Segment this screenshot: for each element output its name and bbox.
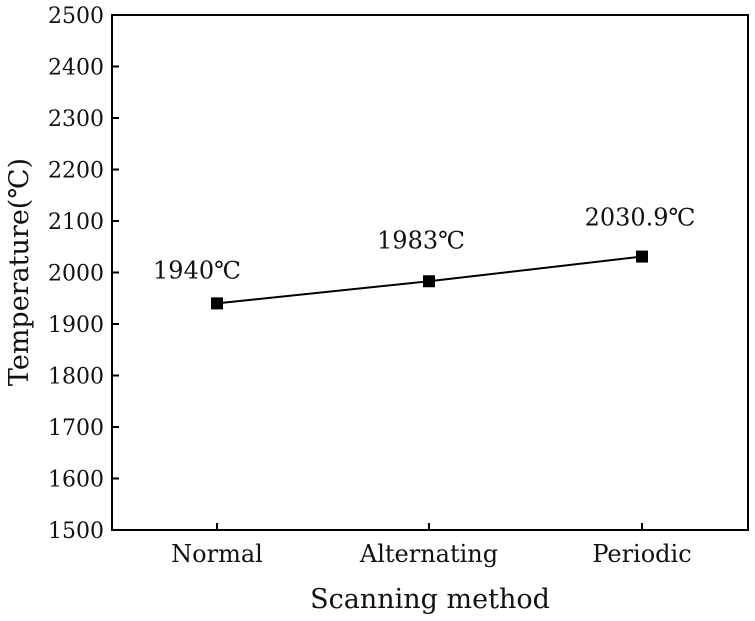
x-axis-ticks: Normal Alternating Periodic [171, 523, 692, 568]
y-tick-label: 2100 [48, 210, 104, 235]
data-point-marker [423, 275, 435, 288]
data-point-label: 1983℃ [377, 226, 465, 254]
x-axis-title: Scanning method [310, 584, 550, 615]
x-tick-label: Normal [171, 540, 263, 568]
y-tick-label: 1600 [48, 468, 104, 493]
y-tick-label: 2300 [48, 107, 104, 132]
y-tick-label: 2500 [48, 4, 104, 29]
data-labels: 1940℃ 1983℃ 2030.9℃ [153, 204, 695, 285]
y-tick-label: 1900 [48, 313, 104, 338]
y-tick-label: 1800 [48, 365, 104, 390]
x-tick-label: Alternating [359, 540, 498, 568]
data-point-marker [636, 250, 648, 263]
data-markers [211, 250, 648, 310]
x-tick-label: Periodic [592, 540, 691, 568]
y-tick-label: 1500 [48, 519, 104, 544]
y-axis-title: Temperature(℃) [4, 158, 35, 386]
data-point-marker [211, 297, 223, 310]
y-tick-label: 2400 [48, 56, 104, 81]
y-tick-label: 2200 [48, 159, 104, 184]
y-axis-ticks: 1500 1600 1700 1800 1900 2000 2100 2200 2300 2400… [48, 4, 119, 544]
y-tick-label: 1700 [48, 416, 104, 441]
data-point-label: 1940℃ [153, 256, 241, 284]
data-point-label: 2030.9℃ [585, 204, 696, 232]
y-tick-label: 2000 [48, 262, 104, 287]
